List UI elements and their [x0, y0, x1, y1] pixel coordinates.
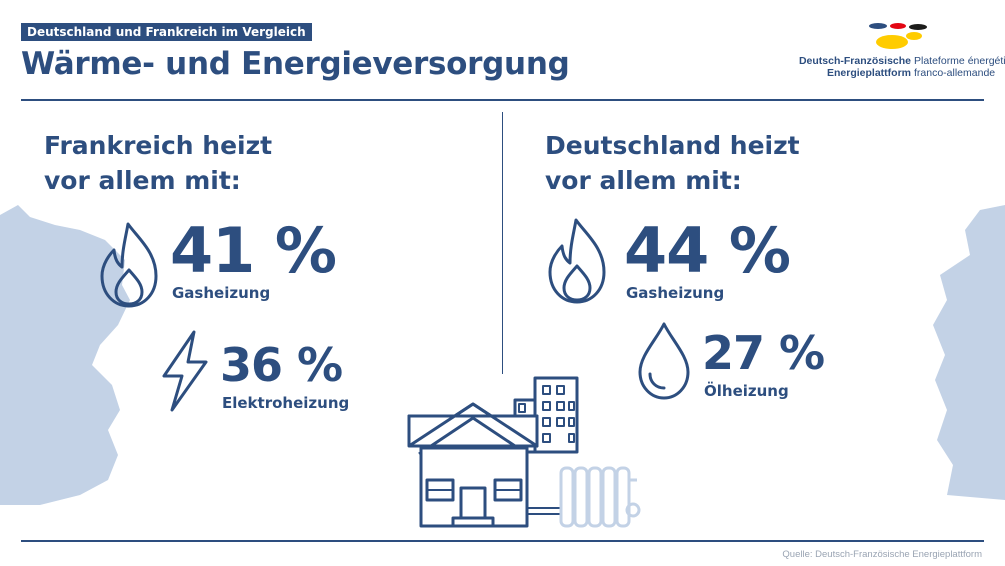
- germany-heading-line1: Deutschland heizt: [545, 131, 800, 160]
- logo-text-de: Deutsch-Französische Energieplattform: [799, 55, 911, 79]
- germany-oil-label: Ölheizung: [704, 382, 789, 400]
- germany-map-shape: [933, 205, 1005, 500]
- logo-line1-de: Deutsch-Französische: [798, 55, 911, 67]
- france-electric-label: Elektroheizung: [222, 394, 350, 412]
- column-divider: [502, 112, 503, 374]
- footer-divider: [21, 540, 984, 542]
- france-gas-label: Gasheizung: [172, 284, 271, 302]
- platform-logo-icon: [869, 23, 927, 49]
- flame-icon: [548, 218, 606, 304]
- france-electric-value: 36 %: [220, 338, 343, 392]
- page-title: Wärme- und Energieversorgung: [21, 46, 570, 82]
- germany-heading-line2: vor allem mit:: [545, 166, 742, 195]
- oil-drop-icon: [638, 322, 690, 400]
- logo-line2-de: Energieplattform: [826, 67, 911, 79]
- house-illustration-icon: [407, 376, 641, 528]
- germany-oil-value: 27 %: [702, 326, 825, 380]
- france-map-shape: [0, 205, 130, 505]
- logo-text-fr: Plateforme énergétique franco-allemande: [914, 55, 1005, 79]
- logo-line1-fr: Plateforme énergétique: [914, 55, 1005, 67]
- category-tag: Deutschland und Frankreich im Vergleich: [21, 23, 312, 41]
- header-divider: [21, 99, 984, 101]
- lightning-icon: [162, 330, 208, 412]
- germany-heading: Deutschland heizt vor allem mit:: [545, 128, 800, 198]
- germany-gas-value: 44 %: [624, 214, 791, 287]
- flame-icon: [100, 222, 158, 308]
- france-heading-line1: Frankreich heizt: [44, 131, 273, 160]
- france-heading-line2: vor allem mit:: [44, 166, 241, 195]
- france-gas-value: 41 %: [170, 214, 337, 287]
- germany-gas-label: Gasheizung: [626, 284, 725, 302]
- france-heading: Frankreich heizt vor allem mit:: [44, 128, 272, 198]
- logo-line2-fr: franco-allemande: [914, 67, 996, 79]
- source-note: Quelle: Deutsch-Französische Energieplat…: [782, 549, 982, 560]
